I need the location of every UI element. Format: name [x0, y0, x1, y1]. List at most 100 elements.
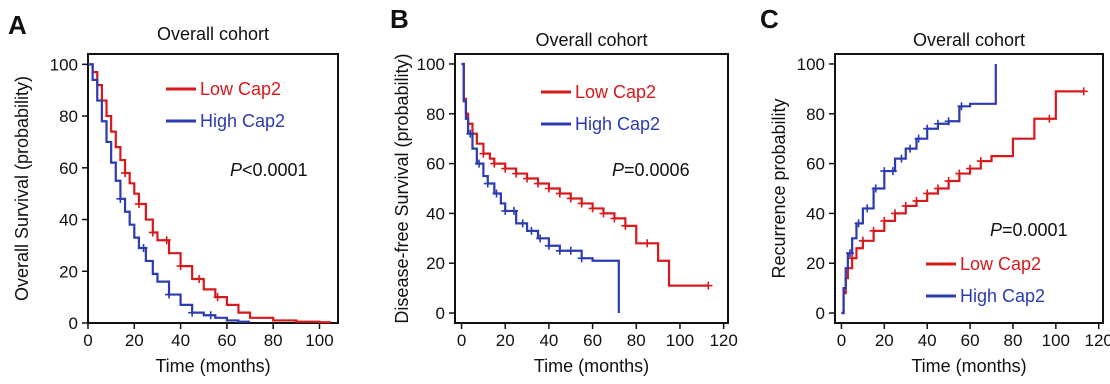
censor-mark-low-cap2	[134, 200, 143, 209]
censor-mark-high-cap2	[188, 308, 197, 317]
legend-label-low-cap2: Low Cap2	[200, 79, 281, 99]
x-tick-label: 20	[875, 331, 894, 350]
chart-title: Overall cohort	[535, 30, 647, 50]
y-tick-label: 40	[806, 204, 825, 223]
p-value-text: <0.0001	[242, 160, 308, 180]
censor-mark-low-cap2	[704, 281, 713, 290]
x-tick-label: 80	[627, 331, 646, 350]
y-tick-label: 80	[806, 105, 825, 124]
censor-mark-low-cap2	[912, 196, 921, 205]
x-tick-label: 40	[171, 331, 190, 350]
panel-letter: A	[8, 10, 27, 40]
y-tick-label: 0	[69, 314, 78, 333]
y-tick-label: 40	[59, 211, 78, 230]
x-axis-label: Time (months)	[534, 356, 649, 376]
y-tick-label: 100	[797, 55, 825, 74]
y-tick-label: 60	[59, 159, 78, 178]
x-axis-label: Time (months)	[911, 356, 1026, 376]
censor-mark-high-cap2	[566, 246, 575, 255]
censor-mark-low-cap2	[490, 159, 499, 168]
p-value-text: =0.0006	[624, 160, 690, 180]
series-line-high-cap2	[88, 63, 251, 323]
censor-mark-high-cap2	[854, 219, 863, 228]
censor-mark-low-cap2	[858, 236, 867, 245]
censor-mark-high-cap2	[116, 194, 125, 203]
censor-mark-low-cap2	[555, 189, 564, 198]
x-tick-label: 0	[83, 331, 92, 350]
censor-mark-low-cap2	[933, 184, 942, 193]
legend-label-low-cap2: Low Cap2	[575, 82, 656, 102]
panel-b: B Overall cohort 0 20 40 60 80 100 120 0 20 40 60 80 1…	[390, 4, 738, 376]
censor-mark-low-cap2	[869, 226, 878, 235]
y-tick-label: 100	[417, 55, 445, 74]
censor-mark-low-cap2	[523, 174, 532, 183]
censor-mark-low-cap2	[577, 199, 586, 208]
y-tick-label: 80	[59, 107, 78, 126]
legend-label-low-cap2: Low Cap2	[960, 254, 1041, 274]
censor-mark-high-cap2	[206, 311, 215, 320]
censor-mark-low-cap2	[901, 201, 910, 210]
censor-mark-high-cap2	[863, 204, 872, 213]
y-axis-label: Recurrence probability	[769, 98, 789, 278]
p-value-annotation: P<0.0001	[230, 160, 308, 180]
legend-label-high-cap2: High Cap2	[200, 111, 285, 131]
censor-mark-high-cap2	[466, 129, 475, 138]
y-tick-label: 80	[426, 105, 445, 124]
p-value-text: =0.0001	[1002, 220, 1068, 240]
x-tick-label: 120	[1085, 331, 1110, 350]
x-tick-label: 60	[583, 331, 602, 350]
censor-mark-low-cap2	[599, 209, 608, 218]
censor-mark-high-cap2	[509, 206, 518, 215]
y-axis-label: Overall Survival (probability)	[12, 76, 32, 301]
censor-mark-high-cap2	[544, 241, 553, 250]
censor-mark-high-cap2	[906, 144, 915, 153]
x-tick-label: 0	[837, 331, 846, 350]
p-value-prefix: P	[230, 160, 242, 180]
censor-mark-high-cap2	[944, 117, 953, 126]
censor-mark-high-cap2	[492, 189, 501, 198]
censor-mark-low-cap2	[176, 262, 185, 271]
panel-letter: B	[390, 4, 409, 34]
panel-c: C Overall cohort 0 20 40 60 80 100 120 0 20 40 60 80 1…	[760, 4, 1110, 376]
censor-mark-high-cap2	[577, 254, 586, 263]
censor-mark-low-cap2	[588, 204, 597, 213]
series-line-high-cap2	[841, 63, 997, 315]
legend-label-high-cap2: High Cap2	[575, 114, 660, 134]
p-value-prefix: P	[612, 160, 624, 180]
censor-mark-low-cap2	[544, 184, 553, 193]
censor-mark-high-cap2	[933, 119, 942, 128]
panel-a: A Overall cohort 0 20 40 60 80 100 0 20 40 60 80 100 T…	[8, 10, 339, 376]
y-tick-label: 40	[426, 204, 445, 223]
censor-mark-low-cap2	[923, 189, 932, 198]
series-line-low-cap2	[88, 63, 332, 324]
censor-mark-high-cap2	[139, 243, 148, 252]
censor-mark-low-cap2	[643, 239, 652, 248]
chart-title: Overall cohort	[157, 24, 269, 44]
censor-mark-high-cap2	[888, 167, 897, 176]
y-tick-label: 0	[816, 304, 825, 323]
censor-mark-low-cap2	[195, 275, 204, 284]
censor-mark-high-cap2	[483, 179, 492, 188]
censor-mark-low-cap2	[848, 254, 857, 263]
censor-mark-low-cap2	[566, 194, 575, 203]
censor-mark-low-cap2	[148, 228, 157, 237]
x-tick-label: 100	[305, 331, 333, 350]
censor-mark-low-cap2	[610, 214, 619, 223]
censor-mark-low-cap2	[213, 293, 222, 302]
x-tick-label: 40	[539, 331, 558, 350]
censor-mark-low-cap2	[955, 169, 964, 178]
p-value-annotation: P=0.0001	[990, 220, 1068, 240]
y-tick-label: 0	[436, 304, 445, 323]
y-tick-label: 100	[50, 55, 78, 74]
censor-mark-low-cap2	[976, 157, 985, 166]
censor-mark-low-cap2	[479, 149, 488, 158]
y-tick-label: 60	[426, 155, 445, 174]
censor-mark-low-cap2	[621, 221, 630, 230]
censor-mark-high-cap2	[897, 154, 906, 163]
censor-mark-low-cap2	[891, 209, 900, 218]
censor-mark-low-cap2	[501, 164, 510, 173]
censor-mark-low-cap2	[1079, 87, 1088, 96]
x-axis-label: Time (months)	[155, 356, 270, 376]
censor-mark-high-cap2	[501, 206, 510, 215]
